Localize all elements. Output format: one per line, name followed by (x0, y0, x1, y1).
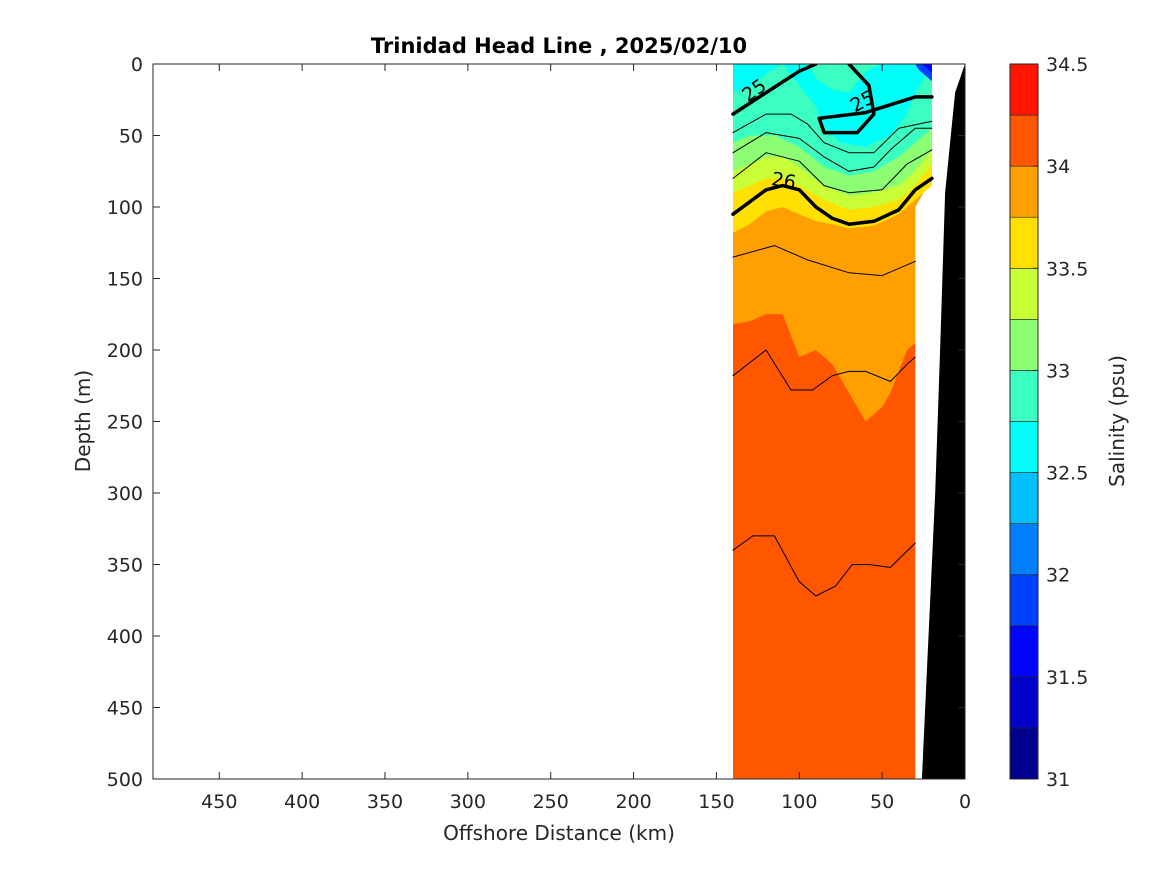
chart-title: Trinidad Head Line , 2025/02/10 (371, 34, 747, 58)
y-tick-label: 50 (119, 126, 143, 148)
y-tick-label: 450 (107, 698, 143, 720)
y-tick-label: 200 (107, 340, 143, 362)
colorbar-tick-label: 33.5 (1046, 258, 1088, 280)
density-contour-25.5 (732, 127, 933, 172)
density-contour-26.75 (732, 535, 916, 597)
y-axis-title: Depth (m) (71, 370, 95, 472)
colorbar-swatch (1009, 267, 1039, 320)
bathymetry-layer (921, 64, 965, 779)
density-contour-25 (817, 64, 934, 135)
colorbar-swatches (1009, 63, 1039, 780)
density-contour-26 (731, 176, 934, 226)
x-tick-label: 300 (450, 791, 486, 813)
x-tick-label: 200 (615, 791, 651, 813)
y-tick-label: 500 (107, 769, 143, 791)
colorbar-frame (1009, 63, 1039, 780)
colorbar-title: Salinity (psu) (1105, 355, 1129, 487)
y-axis-ticks: 0 50 100 150 200 250 300 350 400 450 500 (107, 54, 965, 791)
colorbar-tick-label: 31.5 (1046, 667, 1088, 689)
colorbar-tick-label: 32 (1046, 565, 1070, 587)
colorbar-ticks: 31 31.5 32 32.5 33 33.5 34 34.5 (1033, 54, 1088, 791)
density-contour-25 (731, 64, 818, 116)
x-axis-title: Offshore Distance (km) (443, 821, 675, 845)
colorbar-tick-label: 31 (1046, 769, 1070, 791)
colorbar-swatch (1009, 727, 1039, 780)
colorbar: 31 31.5 32 32.5 33 33.5 34 34.5 Salinity (psu) (1009, 54, 1129, 791)
y-tick-label: 400 (107, 626, 143, 648)
colorbar-swatch (1009, 472, 1039, 524)
x-tick-label: 350 (367, 791, 403, 813)
colorbar-swatch (1009, 114, 1039, 167)
density-contour-26.5 (732, 349, 916, 391)
salinity-filled-contours (733, 64, 932, 779)
colorbar-swatch (1009, 165, 1039, 218)
contour-label: 26 (770, 168, 798, 194)
x-axis-ticks: 450 400 350 300 250 200 150 100 50 0 (201, 64, 971, 813)
colorbar-swatch (1009, 421, 1039, 473)
colorbar-swatch (1009, 523, 1039, 576)
x-tick-label: 250 (533, 791, 569, 813)
colorbar-swatch (1009, 574, 1039, 627)
colorbar-tick-label: 33 (1046, 360, 1070, 382)
density-contour-25.25 (732, 113, 933, 154)
density-contour-25.75 (732, 149, 933, 194)
colorbar-swatch (1009, 216, 1039, 269)
salinity-band-31.5-31.75 (921, 64, 932, 73)
salinity-band-32.5-32.75 (733, 64, 932, 147)
y-tick-label: 300 (107, 483, 143, 505)
colorbar-swatch (1009, 625, 1039, 678)
colorbar-tick-label: 34.5 (1046, 54, 1088, 76)
colorbar-swatch (1009, 63, 1039, 116)
x-tick-label: 450 (201, 791, 237, 813)
colorbar-swatch (1009, 319, 1039, 371)
colorbar-swatch (1009, 676, 1039, 729)
bathymetry (921, 64, 965, 779)
colorbar-swatch (1009, 370, 1039, 422)
x-tick-label: 50 (870, 791, 894, 813)
y-tick-label: 350 (107, 555, 143, 577)
colorbar-tick-label: 34 (1046, 156, 1070, 178)
x-tick-label: 0 (959, 791, 971, 813)
colorbar-tick-label: 32.5 (1046, 463, 1088, 485)
x-tick-label: 400 (284, 791, 320, 813)
y-tick-label: 100 (107, 197, 143, 219)
density-contour-26.25 (732, 245, 916, 277)
y-tick-label: 0 (131, 54, 143, 76)
x-tick-label: 150 (698, 791, 734, 813)
y-tick-label: 150 (107, 269, 143, 291)
y-tick-label: 250 (107, 412, 143, 434)
x-tick-label: 100 (781, 791, 817, 813)
